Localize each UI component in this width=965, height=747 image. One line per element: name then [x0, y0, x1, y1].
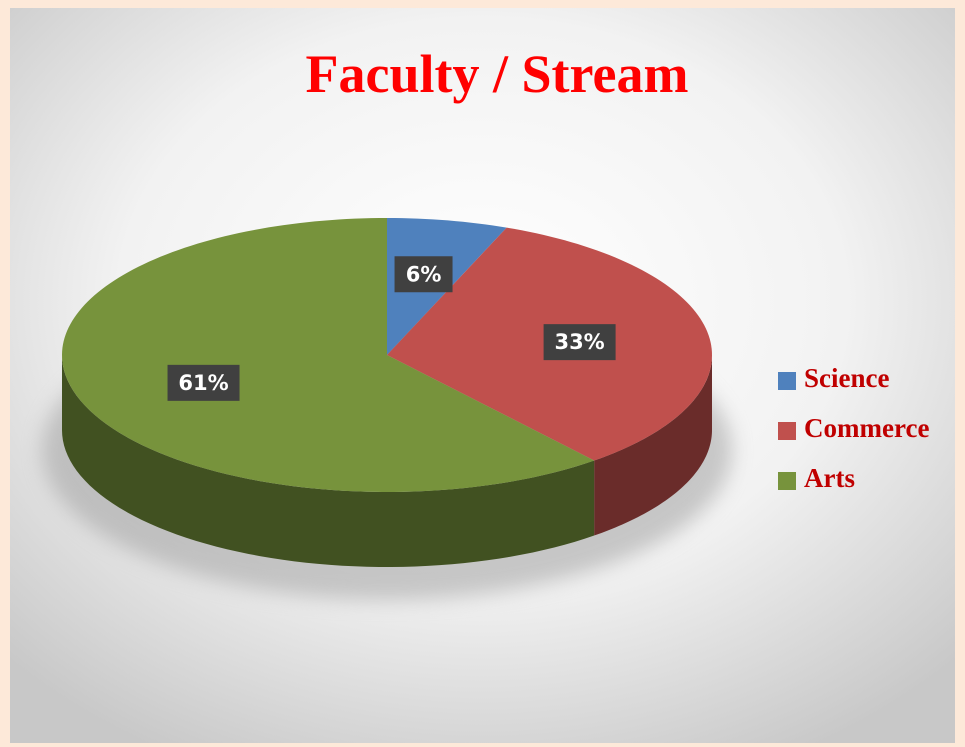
legend-label: Arts	[804, 463, 855, 493]
data-label-box	[167, 364, 240, 401]
pie-slice-side	[594, 355, 712, 536]
data-label: 33%	[554, 330, 604, 354]
data-label-box	[394, 256, 453, 293]
chart-title: Faculty / Stream	[306, 44, 689, 104]
legend-label: Science	[804, 363, 889, 393]
legend-label: Commerce	[804, 413, 929, 443]
data-label: 6%	[406, 262, 442, 286]
pie-slice	[62, 218, 595, 492]
legend-swatch	[778, 472, 796, 490]
pie-slice-side	[62, 355, 595, 567]
legend-swatch	[778, 422, 796, 440]
data-label-box	[543, 324, 616, 361]
legend-swatch	[778, 372, 796, 390]
data-label: 61%	[178, 371, 228, 395]
